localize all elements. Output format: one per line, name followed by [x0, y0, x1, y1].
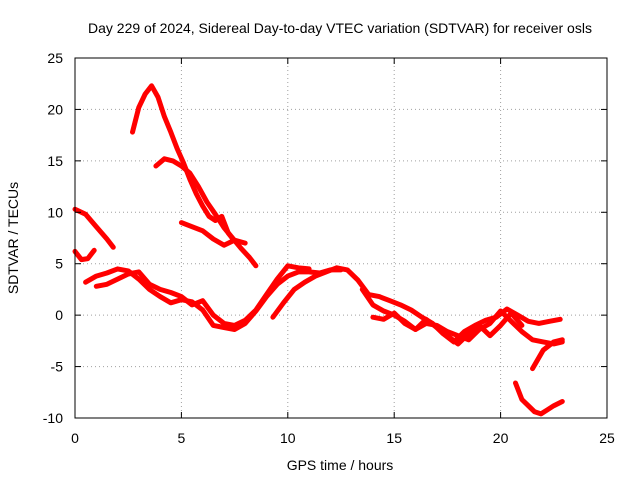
- y-tick-label: 5: [55, 256, 63, 272]
- x-tick-label: 25: [599, 430, 615, 446]
- plot-frame: [74, 57, 608, 419]
- x-tick-label: 10: [280, 430, 296, 446]
- x-tick-labels: 0 5 10 15 20 25: [71, 430, 615, 446]
- x-axis-label: GPS time / hours: [287, 457, 394, 473]
- y-tick-label: 20: [47, 101, 63, 117]
- y-tick-label: -10: [43, 410, 63, 426]
- x-tick-label: 0: [71, 430, 79, 446]
- series-group: [72, 83, 565, 417]
- y-tick-label: -5: [51, 359, 64, 375]
- series-arc-11: [530, 337, 565, 372]
- series-arc-2: [72, 247, 97, 263]
- series-arc-1: [72, 206, 116, 250]
- y-tick-label: 0: [55, 307, 63, 323]
- series-arc-6: [153, 156, 259, 269]
- y-tick-label: 15: [47, 153, 63, 169]
- y-tick-labels: -10 -5 0 5 10 15 20 25: [43, 50, 63, 426]
- series-arc-3: [83, 266, 344, 332]
- series-arc-7: [178, 220, 248, 248]
- axis-ticks: [74, 57, 608, 419]
- x-tick-label: 20: [493, 430, 509, 446]
- series-arc-10: [370, 310, 525, 347]
- grid: [75, 58, 607, 418]
- series-arc-4: [93, 263, 312, 328]
- x-tick-label: 15: [386, 430, 402, 446]
- series-arc-12: [513, 380, 565, 417]
- x-tick-label: 5: [178, 430, 186, 446]
- chart-title: Day 229 of 2024, Sidereal Day-to-day VTE…: [88, 20, 592, 36]
- y-axis-label: SDTVAR / TECUs: [5, 182, 21, 294]
- y-tick-label: 25: [47, 50, 63, 66]
- y-tick-label: 10: [47, 204, 63, 220]
